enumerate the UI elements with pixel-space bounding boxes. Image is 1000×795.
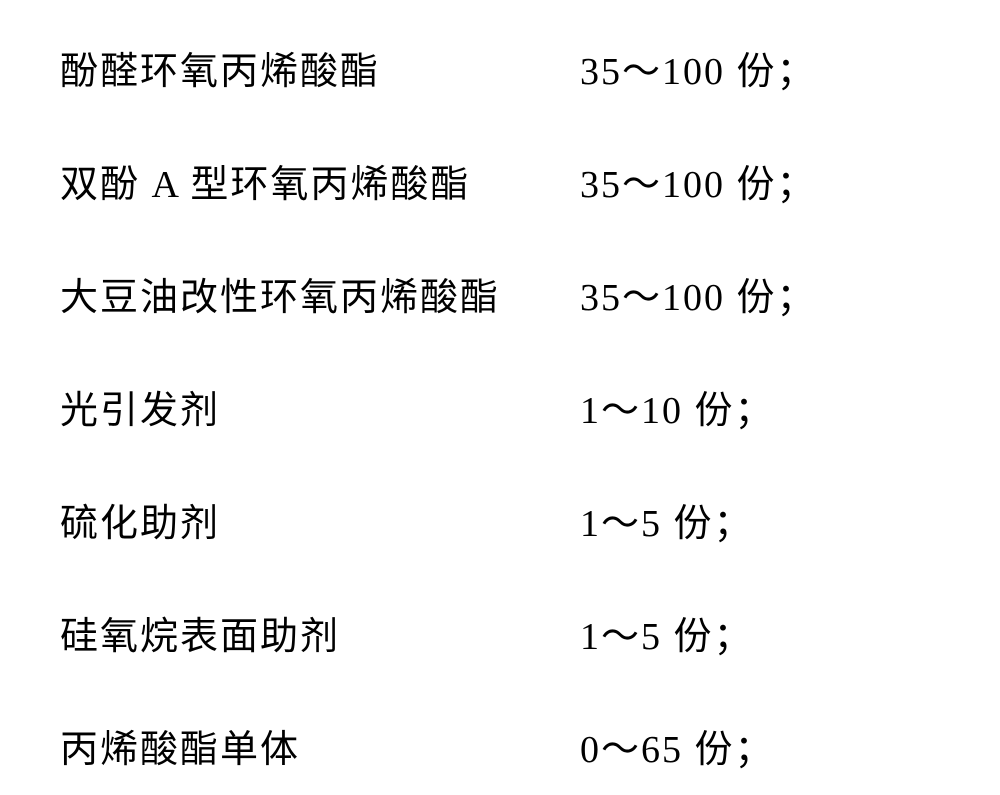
table-row: 酚醛环氧丙烯酸酯 35～100 份； (60, 40, 940, 95)
ingredient-value: 35～100 份； (580, 266, 817, 321)
table-row: 光引发剂 1～10 份； (60, 379, 940, 434)
ingredient-label: 丙烯酸酯单体 (60, 718, 580, 773)
ingredient-label: 酚醛环氧丙烯酸酯 (60, 40, 580, 95)
table-row: 双酚 A 型环氧丙烯酸酯 35～100 份； (60, 153, 940, 208)
table-row: 硅氧烷表面助剂 1～5 份； (60, 605, 940, 660)
ingredient-value: 35～100 份； (580, 153, 817, 208)
table-row: 硫化助剂 1～5 份； (60, 492, 940, 547)
ingredient-value: 1～10 份； (580, 379, 775, 434)
ingredient-label: 双酚 A 型环氧丙烯酸酯 (60, 153, 580, 208)
table-row: 大豆油改性环氧丙烯酸酯 35～100 份； (60, 266, 940, 321)
ingredient-label: 硅氧烷表面助剂 (60, 605, 580, 660)
ingredient-label: 大豆油改性环氧丙烯酸酯 (60, 266, 580, 321)
ingredient-label: 光引发剂 (60, 379, 580, 434)
ingredient-list: 酚醛环氧丙烯酸酯 35～100 份； 双酚 A 型环氧丙烯酸酯 35～100 份… (60, 40, 940, 773)
ingredient-value: 35～100 份； (580, 40, 817, 95)
ingredient-value: 0～65 份； (580, 718, 775, 773)
ingredient-value: 1～5 份； (580, 605, 754, 660)
ingredient-value: 1～5 份； (580, 492, 754, 547)
ingredient-label: 硫化助剂 (60, 492, 580, 547)
table-row: 丙烯酸酯单体 0～65 份； (60, 718, 940, 773)
